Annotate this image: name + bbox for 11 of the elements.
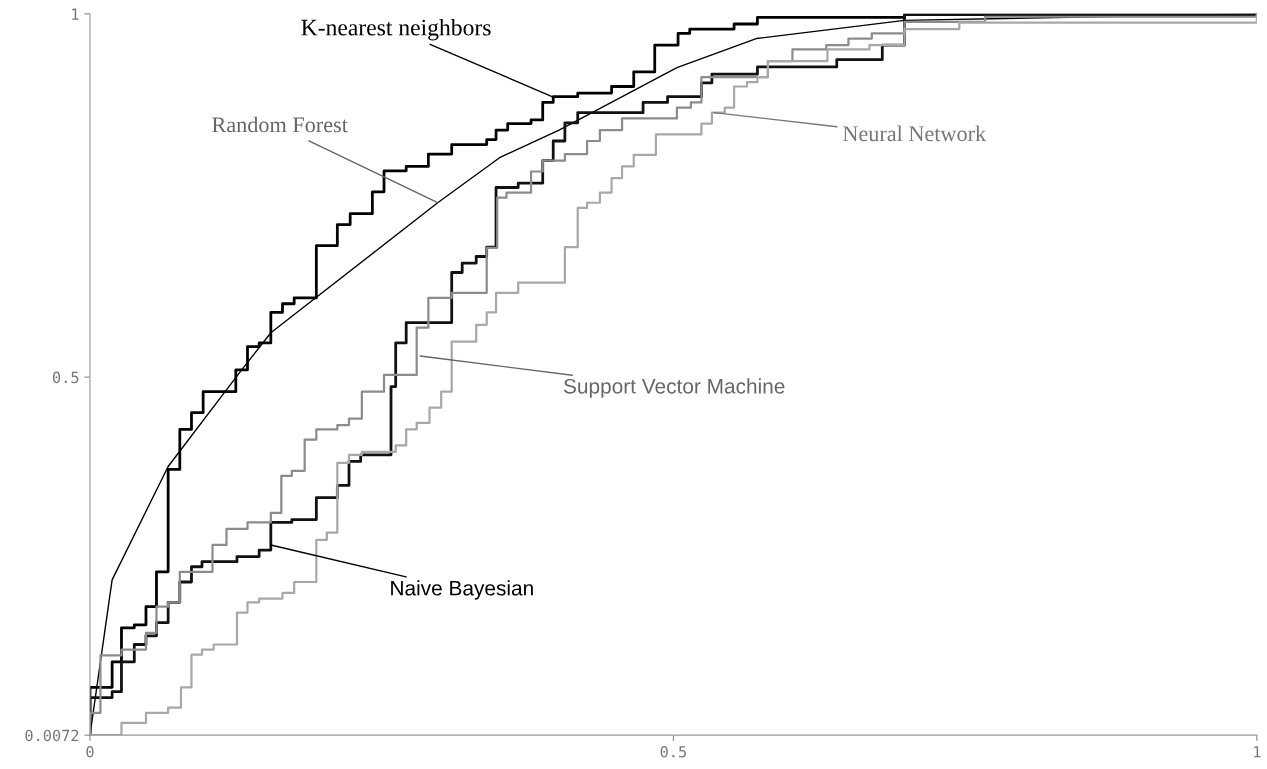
y-tick-label: 0.0072 (25, 729, 79, 742)
annotation: Random Forest (212, 116, 348, 133)
x-tick-label: 1 (1254, 746, 1261, 758)
x-tick-label: 0 (86, 745, 94, 758)
annotation: K-nearest neighbors (301, 18, 491, 41)
x-tick-label: 0.5 (660, 745, 686, 758)
annotation: Naive Bayesian (391, 580, 533, 600)
annotation: Neural Network (843, 125, 987, 142)
y-tick-label: 1 (72, 8, 79, 20)
y-tick-label: 0.5 (52, 371, 79, 384)
annotation: Support Vector Machine (563, 378, 785, 398)
